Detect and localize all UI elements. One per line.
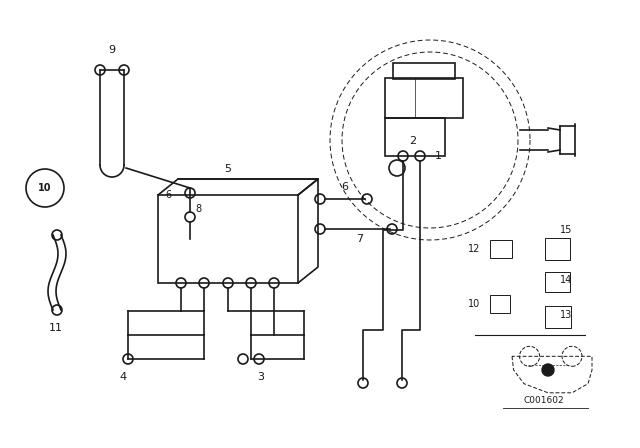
Text: 6: 6 — [342, 182, 349, 192]
Text: 5: 5 — [225, 164, 232, 174]
Circle shape — [542, 364, 554, 376]
Text: 8: 8 — [195, 204, 201, 214]
Bar — [490, 295, 510, 313]
Text: 2: 2 — [410, 136, 417, 146]
Text: 12: 12 — [468, 244, 480, 254]
Text: 4: 4 — [120, 372, 127, 382]
Bar — [393, 63, 455, 79]
Bar — [545, 272, 570, 292]
Text: 3: 3 — [257, 372, 264, 382]
Bar — [545, 306, 571, 328]
Text: 11: 11 — [49, 323, 63, 333]
Bar — [385, 78, 463, 118]
Bar — [490, 240, 512, 258]
Text: 10: 10 — [38, 183, 52, 193]
Bar — [545, 238, 570, 260]
Text: 15: 15 — [560, 225, 572, 235]
Text: 10: 10 — [468, 299, 480, 309]
Text: 7: 7 — [356, 234, 364, 244]
Bar — [158, 195, 298, 283]
Text: 9: 9 — [108, 45, 116, 55]
Text: 13: 13 — [560, 310, 572, 320]
Bar — [385, 118, 445, 156]
Text: 14: 14 — [560, 275, 572, 285]
Text: C001602: C001602 — [523, 396, 564, 405]
Text: 6: 6 — [166, 190, 172, 200]
Text: 1: 1 — [435, 151, 442, 161]
